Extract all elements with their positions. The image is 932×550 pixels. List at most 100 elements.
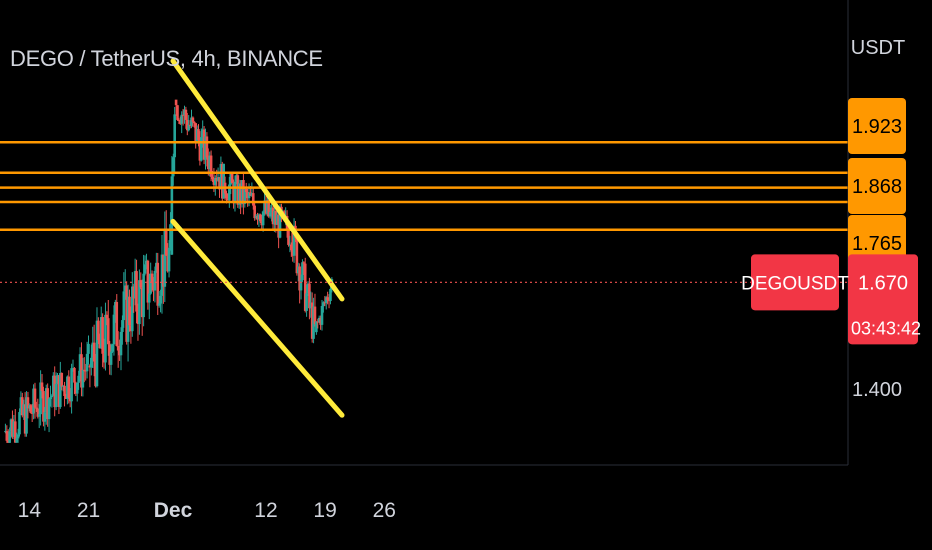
candle-body bbox=[42, 391, 45, 422]
candle-body bbox=[70, 368, 73, 402]
candle-body bbox=[105, 314, 109, 319]
level-badge[interactable] bbox=[848, 98, 906, 154]
current-price-badge[interactable] bbox=[848, 254, 918, 345]
candle-body bbox=[239, 183, 242, 205]
candle-body bbox=[270, 207, 273, 213]
candle-body bbox=[132, 286, 136, 299]
candle-body bbox=[218, 177, 221, 190]
candle-body bbox=[299, 280, 303, 291]
candle-body bbox=[176, 105, 179, 120]
candle-body bbox=[183, 109, 186, 116]
candle-body bbox=[112, 314, 116, 345]
candle-body bbox=[71, 368, 75, 370]
candle-body bbox=[90, 357, 93, 368]
candle-body bbox=[78, 354, 82, 376]
candle-body bbox=[306, 283, 310, 294]
candle-body bbox=[143, 264, 147, 274]
candle-body bbox=[292, 225, 296, 256]
candle-body bbox=[240, 180, 244, 205]
time-tick-label: 26 bbox=[373, 499, 396, 522]
candle-body bbox=[118, 350, 121, 356]
candle-body bbox=[298, 266, 301, 291]
candle-body bbox=[75, 382, 79, 394]
candle-body bbox=[291, 232, 294, 256]
candle-body bbox=[191, 117, 195, 122]
candle-body bbox=[274, 211, 278, 225]
candle-body bbox=[50, 395, 54, 398]
candle-body bbox=[209, 155, 213, 177]
candle-body bbox=[102, 353, 106, 363]
candle-body bbox=[136, 311, 140, 325]
candle-body bbox=[305, 293, 308, 311]
candle-body bbox=[261, 211, 265, 226]
candle-body bbox=[275, 214, 279, 225]
candle-body bbox=[152, 281, 155, 291]
candle-body bbox=[206, 157, 210, 170]
candle-body bbox=[268, 212, 272, 217]
candle-body bbox=[235, 175, 238, 182]
candle-body bbox=[202, 129, 206, 160]
candle-body bbox=[74, 382, 78, 394]
candle-body bbox=[164, 228, 168, 256]
candle-body bbox=[310, 302, 314, 339]
candle-body bbox=[54, 383, 58, 408]
candle-body bbox=[222, 163, 225, 199]
candle-body bbox=[322, 302, 325, 306]
candle-body bbox=[44, 388, 48, 413]
channel-lower-line bbox=[170, 218, 345, 418]
candle-body bbox=[23, 404, 27, 434]
candle-body bbox=[316, 321, 320, 323]
candle-body bbox=[226, 198, 230, 201]
candle-body bbox=[327, 300, 331, 302]
candle-body bbox=[302, 262, 306, 264]
candle-body bbox=[309, 302, 313, 309]
candle-body bbox=[26, 397, 30, 409]
candlestick-series bbox=[4, 99, 334, 443]
candle-body bbox=[315, 321, 318, 333]
candle-body bbox=[303, 263, 307, 311]
price-axis[interactable]: USDT 1.923 1.868 1.765 1.400 1.670 03:43:42 DEG… bbox=[741, 0, 932, 465]
candle-body bbox=[81, 369, 85, 388]
candle-body bbox=[264, 200, 268, 214]
candle-body bbox=[171, 157, 175, 177]
candle-body bbox=[156, 262, 160, 306]
candle-body bbox=[236, 175, 240, 205]
candle-body bbox=[11, 419, 14, 437]
symbol-badge[interactable] bbox=[751, 254, 839, 311]
candle-body bbox=[123, 285, 127, 292]
candle-body bbox=[287, 230, 290, 245]
time-axis[interactable]: 14 21 Dec 12 19 26 bbox=[0, 464, 932, 550]
candle-body bbox=[16, 434, 20, 439]
candle-body bbox=[243, 188, 247, 204]
candle-body bbox=[18, 412, 21, 435]
candle-body bbox=[257, 214, 261, 220]
candle-body bbox=[329, 288, 332, 302]
candle-body bbox=[119, 331, 123, 356]
candle-body bbox=[29, 405, 33, 413]
candle-body bbox=[199, 137, 203, 161]
candle-body bbox=[95, 320, 99, 387]
time-tick-label: 19 bbox=[313, 499, 336, 522]
candle-body bbox=[73, 368, 76, 383]
candle-body bbox=[220, 163, 224, 199]
candle-body bbox=[230, 171, 234, 183]
candle-body bbox=[319, 317, 322, 325]
candle-body bbox=[232, 182, 235, 204]
candle-body bbox=[35, 407, 38, 409]
candle-body bbox=[15, 438, 18, 443]
candle-body bbox=[128, 296, 131, 326]
candle-body bbox=[94, 361, 97, 387]
level-badge[interactable] bbox=[848, 158, 906, 214]
candle-body bbox=[126, 296, 130, 342]
candle-body bbox=[111, 344, 114, 352]
candle-body bbox=[133, 271, 137, 299]
level-badge-label: 1.923 bbox=[852, 116, 902, 138]
current-price-label: 1.670 bbox=[858, 272, 908, 294]
candle-body bbox=[67, 376, 71, 398]
symbol-title: DEGO / TetherUS, 4h, BINANCE bbox=[10, 46, 323, 71]
currency-label: USDT bbox=[851, 37, 905, 59]
candle-body bbox=[82, 369, 86, 371]
candle-body bbox=[32, 388, 35, 414]
candle-body bbox=[22, 404, 26, 416]
